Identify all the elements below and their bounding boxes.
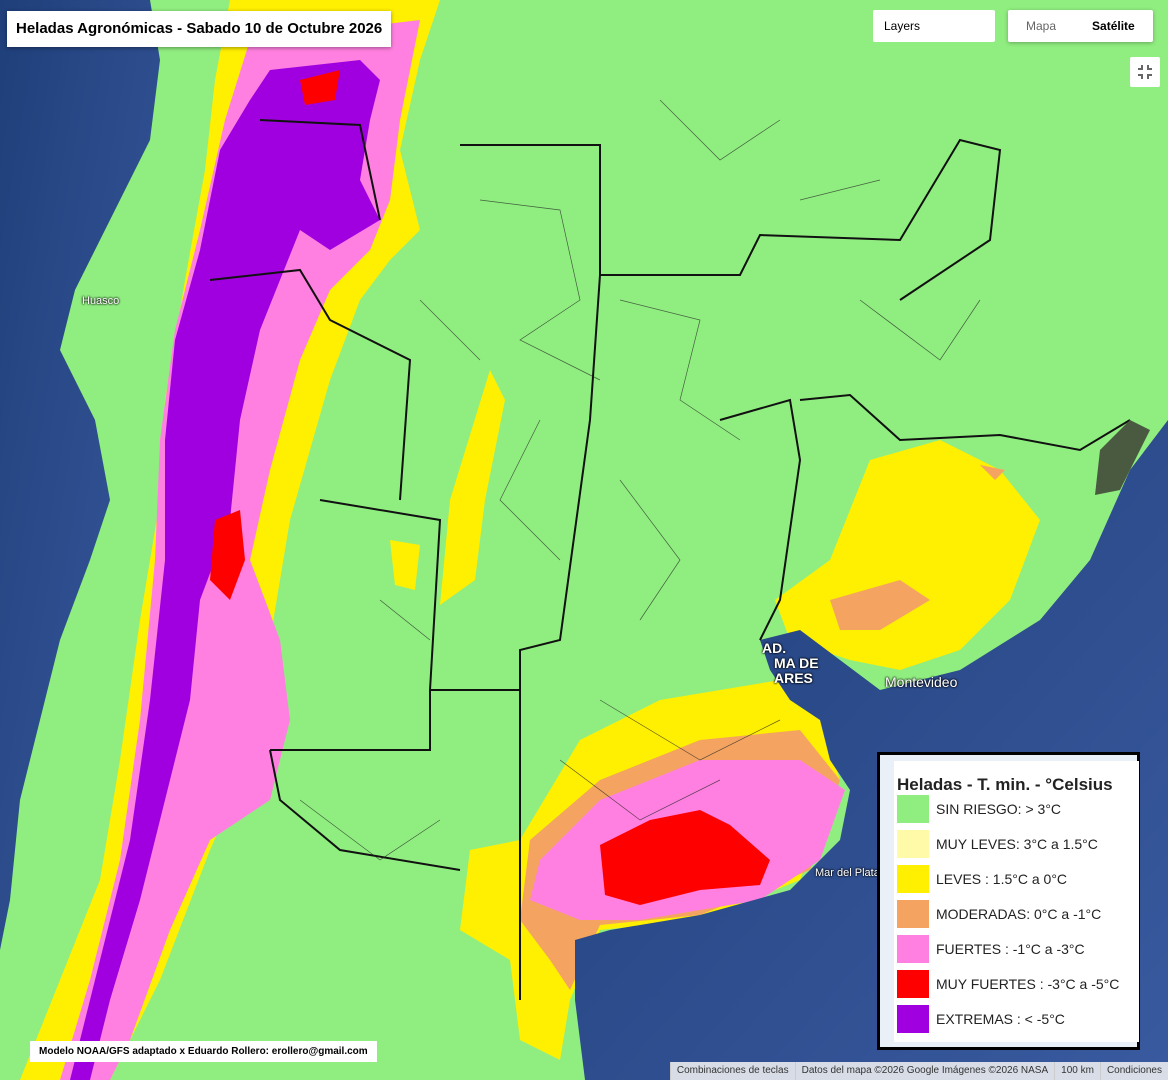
layers-dropdown[interactable]: Layers <box>873 10 995 42</box>
shortcuts-link[interactable]: Combinaciones de teclas <box>669 1062 795 1080</box>
map-type-control: Mapa Satélite <box>1008 10 1153 42</box>
place-label: MA DE <box>774 655 819 671</box>
legend-swatch <box>897 865 929 893</box>
fullscreen-button[interactable] <box>1130 57 1160 87</box>
scale: 100 km <box>1054 1062 1100 1080</box>
zone-muy-fuertes <box>210 70 340 600</box>
legend-label: FUERTES : -1°C a -3°C <box>936 941 1085 957</box>
zone-extremas <box>70 60 380 1080</box>
place-label: Mar del Plata <box>815 867 880 879</box>
place-label: ARES <box>774 670 813 686</box>
place-label: AD. <box>762 640 787 656</box>
legend-swatch <box>897 795 929 823</box>
legend-swatch <box>897 970 929 998</box>
pacific-ocean <box>0 0 160 950</box>
legend-swatch <box>897 830 929 858</box>
terms-link[interactable]: Condiciones <box>1099 1062 1168 1080</box>
lagoon <box>1095 420 1150 495</box>
legend-label: MUY FUERTES : -3°C a -5°C <box>936 976 1119 992</box>
legend-swatch <box>897 1005 929 1033</box>
zone-leves <box>390 370 505 605</box>
legend-panel <box>894 761 1139 1042</box>
legend-swatch <box>897 935 929 963</box>
legend-label: MODERADAS: 0°C a -1°C <box>936 906 1101 922</box>
legend-label: MUY LEVES: 3°C a 1.5°C <box>936 836 1098 852</box>
credit: Modelo NOAA/GFS adaptado x Eduardo Rolle… <box>30 1041 377 1062</box>
fullscreen-icon <box>1138 65 1152 79</box>
map-type-button[interactable]: Mapa <box>1026 19 1057 33</box>
legend-swatch <box>897 900 929 928</box>
map-title: Heladas Agronómicas - Sabado 10 de Octub… <box>7 11 392 47</box>
borders <box>209 119 1131 1000</box>
legend-label: SIN RIESGO: > 3°C <box>936 801 1061 817</box>
legend-label: LEVES : 1.5°C a 0°C <box>936 871 1067 887</box>
zone-muy-fuertes <box>600 810 770 905</box>
legend: Heladas - T. min. - °Celsius SIN RIESGO:… <box>877 752 1140 1050</box>
legend-title: Heladas - T. min. - °Celsius <box>897 775 1113 794</box>
map-type-button[interactable]: Satélite <box>1092 19 1135 33</box>
legend-items: SIN RIESGO: > 3°C MUY LEVES: 3°C a 1.5°C L… <box>897 795 1119 1033</box>
map-footer: Combinaciones de teclas Datos del mapa ©… <box>669 1062 1168 1080</box>
departments <box>299 99 981 861</box>
map-data: Datos del mapa ©2026 Google Imágenes ©20… <box>794 1062 1055 1080</box>
zone-moderadas <box>830 465 1005 630</box>
place-label: Huasco <box>82 295 120 307</box>
place-label: Montevideo <box>885 674 958 690</box>
legend-label: EXTREMAS : < -5°C <box>936 1011 1065 1027</box>
